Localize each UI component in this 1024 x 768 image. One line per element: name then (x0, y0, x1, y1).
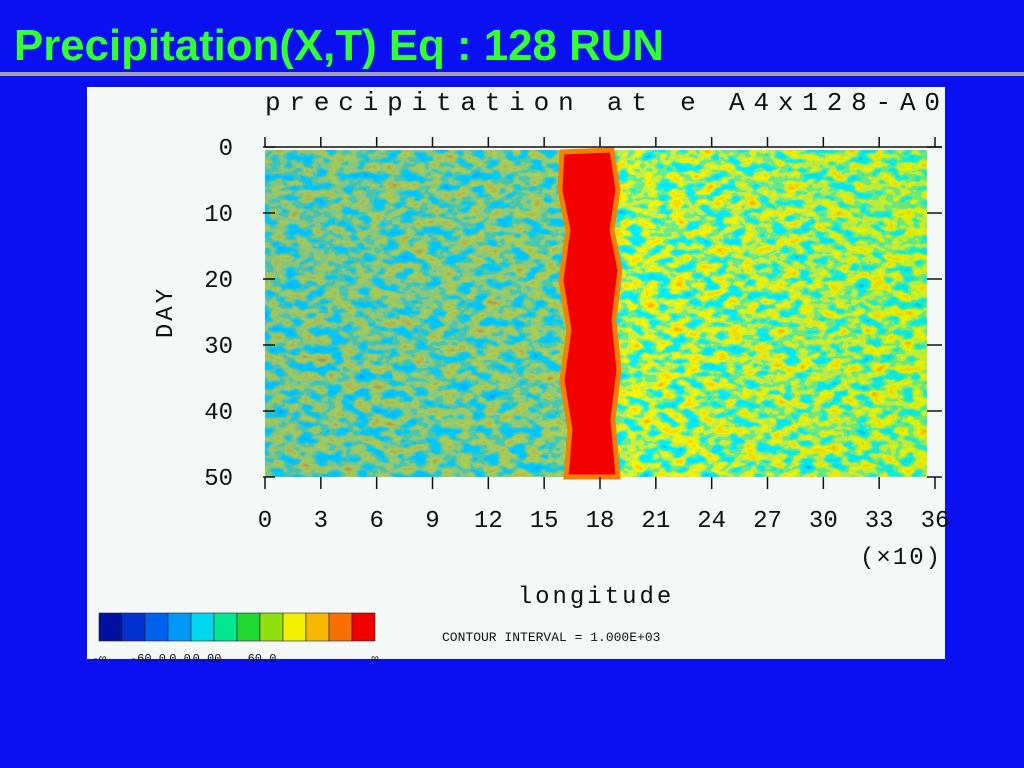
y-axis-label: DAY (153, 286, 180, 338)
colorbar-swatch (144, 612, 169, 642)
x-axis-label: longitude (518, 584, 675, 611)
red-band (557, 147, 623, 480)
x-tick-label: 30 (809, 508, 838, 535)
x-tick-label: 0 (258, 508, 272, 535)
colorbar-swatch (190, 612, 215, 642)
colorbar-label: -60.0 (130, 652, 166, 666)
contour-field (265, 147, 927, 480)
colorbar-swatch (98, 612, 123, 642)
colorbar-swatch (259, 612, 284, 642)
x-tick-label: 21 (641, 508, 670, 535)
x-tick-label: 12 (474, 508, 503, 535)
x-tick-label: 3 (314, 508, 328, 535)
title-rule (0, 72, 1024, 76)
colorbar-swatch (328, 612, 353, 642)
slide-title: Precipitation(X,T) Eq : 128 RUN (14, 21, 664, 70)
colorbar-label: 0.0 (169, 652, 191, 666)
colorbar-swatch (167, 612, 192, 642)
y-tick-label: 40 (204, 400, 233, 427)
contour-note: CONTOUR INTERVAL = 1.000E+03 (442, 630, 660, 645)
x-tick-label: 24 (697, 508, 726, 535)
colorbar-swatch (305, 612, 330, 642)
colorbar-swatch (213, 612, 238, 642)
y-tick-label: 20 (204, 268, 233, 295)
x-tick-label: 6 (369, 508, 383, 535)
x-tick-label: 18 (586, 508, 615, 535)
colorbar-label: -∞ (92, 652, 106, 666)
colorbar-swatch (351, 612, 376, 642)
x-multiplier: (×10) (860, 545, 942, 572)
x-tick-label: 36 (921, 508, 950, 535)
colorbar-label: ∞ (371, 652, 378, 666)
colorbar-swatch (282, 612, 307, 642)
colorbar-label: 0.00 (193, 652, 222, 666)
colorbar-label: 60.0 (248, 652, 277, 666)
y-tick-label: 10 (204, 202, 233, 229)
x-tick-label: 9 (425, 508, 439, 535)
y-tick-label: 50 (204, 466, 233, 493)
colorbar-swatch (121, 612, 146, 642)
x-tick-label: 27 (753, 508, 782, 535)
y-tick-label: 30 (204, 334, 233, 361)
x-tick-label: 15 (530, 508, 559, 535)
colorbar-swatch (236, 612, 261, 642)
y-tick-label: 0 (219, 136, 233, 163)
x-tick-label: 33 (865, 508, 894, 535)
